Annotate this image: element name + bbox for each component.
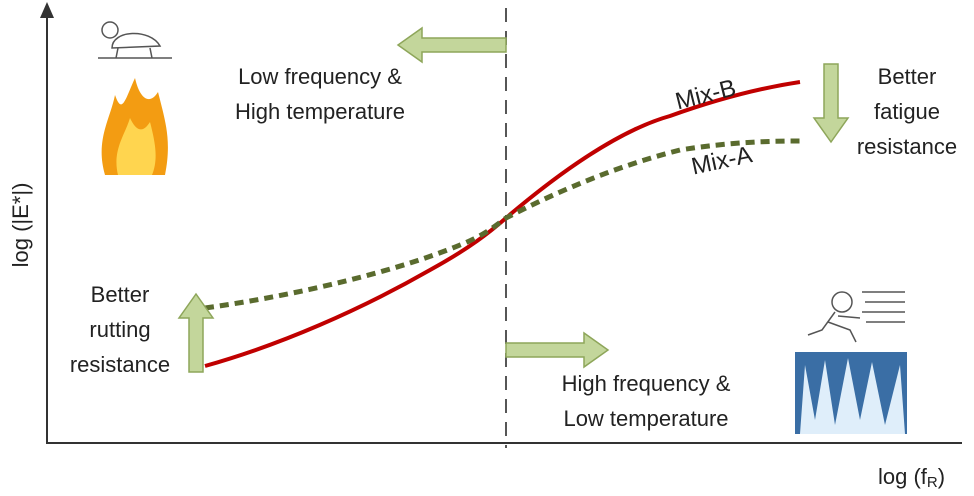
mix-b-curve xyxy=(205,82,800,366)
region-label: Low frequency & xyxy=(238,64,402,89)
region-label: High frequency & xyxy=(562,371,731,396)
ice-icon xyxy=(795,352,907,434)
right-arrow xyxy=(506,333,608,367)
y-axis-label: log (|E*|) xyxy=(8,183,33,268)
left-arrow xyxy=(398,28,506,62)
note-label: resistance xyxy=(857,134,957,159)
note-label: rutting xyxy=(89,317,150,342)
y-axis-arrowhead xyxy=(40,2,54,18)
x-axis-label-close: ) xyxy=(938,464,945,489)
region-label: Low temperature xyxy=(563,406,728,431)
turtle-icon xyxy=(98,22,172,58)
fire-icon xyxy=(102,78,168,175)
note-label: Better xyxy=(878,64,937,89)
x-axis-label-main: log (f xyxy=(878,464,928,489)
diagram: log (|E*|) log (fR) Low frequency & High… xyxy=(0,0,974,496)
note-label: fatigue xyxy=(874,99,940,124)
curve-label: Mix-B xyxy=(673,74,739,115)
x-axis-label: log (fR) xyxy=(878,464,945,491)
down-arrow xyxy=(814,64,848,142)
region-label: High temperature xyxy=(235,99,405,124)
runner-icon xyxy=(808,292,905,342)
note-label: resistance xyxy=(70,352,170,377)
x-axis-label-subscript: R xyxy=(927,474,938,491)
note-label: Better xyxy=(91,282,150,307)
curve-label: Mix-A xyxy=(689,141,755,180)
